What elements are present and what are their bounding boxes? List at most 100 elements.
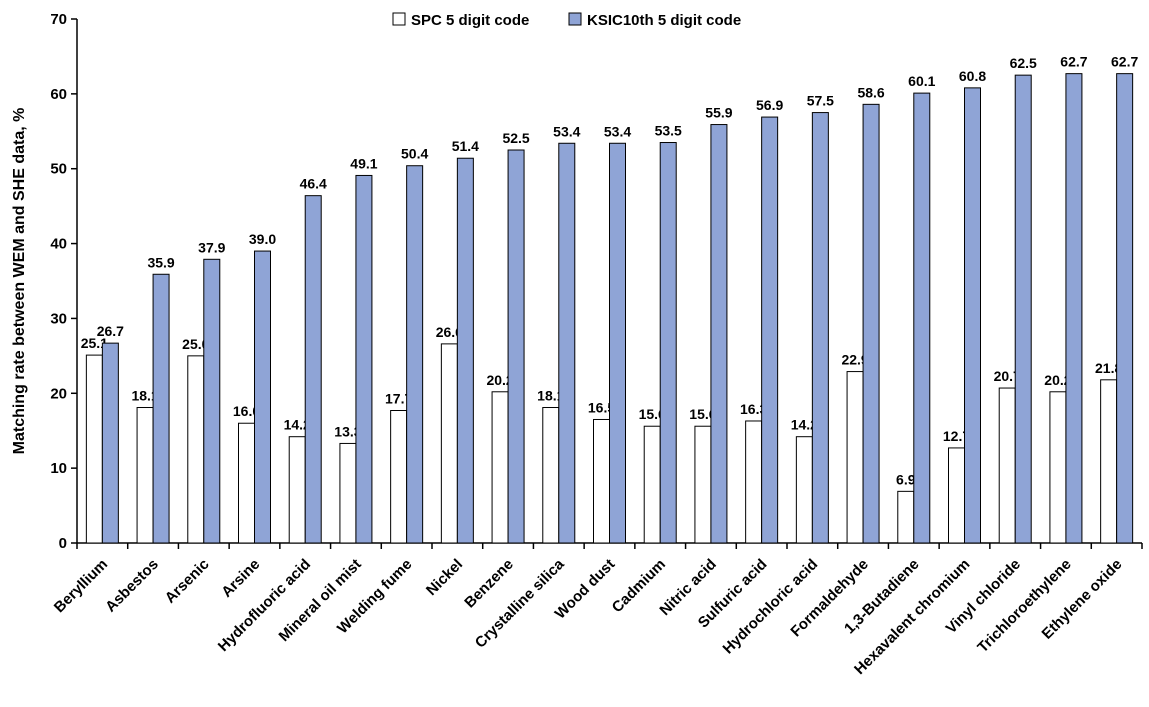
y-tick-label: 70 [50,11,67,28]
bar-ksic [203,258,221,544]
bar-spc [491,391,509,544]
bar-spc [593,418,610,544]
bar-spc [998,387,1016,544]
bar-spc [948,447,965,544]
legend: SPC 5 digit code KSIC10th 5 digit code [392,12,741,29]
data-label-spc: 21.8 [1095,360,1122,376]
bar-ksic [1014,74,1032,544]
bar-spc [85,354,103,544]
data-label-ksic: 56.9 [756,97,783,113]
data-label-ksic: 62.5 [1010,55,1037,71]
bar-ksic [355,174,373,544]
data-label-spc: 18.1 [537,388,564,404]
bar-ksic [1065,73,1083,544]
bar-spc [288,436,306,544]
category-label: Asbestos [102,556,162,616]
data-label-spc: 13.3 [334,423,361,439]
y-axis-title: Matching rate between WEM and SHE data, … [11,108,28,455]
category-label: Hydrofluoric acid [215,556,314,655]
bar-spc [795,436,813,544]
bar-spc [238,422,255,544]
category-label: Nickel [423,556,466,599]
bar-spc [846,371,864,544]
data-label-spc: 22.9 [841,352,868,368]
bar-spc [440,343,458,544]
data-label-ksic: 51.4 [452,138,479,154]
data-label-spc: 15.6 [689,406,716,422]
data-label-spc: 20.7 [994,368,1021,384]
y-tick-label: 10 [50,460,67,477]
plot-area: 0 10 20 30 40 50 60 70 25.126.7 Beryllium 18.1 35.9… [50,11,1143,678]
data-label-spc: 12.7 [943,428,970,444]
data-label-ksic: 26.7 [97,323,124,339]
bar-ksic [152,273,170,544]
data-label-spc: 16.3 [740,401,767,417]
data-label-ksic: 52.5 [502,130,529,146]
data-label-ksic: 35.9 [147,254,174,270]
data-label-spc: 20.2 [486,372,513,388]
category-label: Hydrochloric acid [720,556,822,658]
data-label-spc: 6.9 [896,471,916,487]
bar-spc [542,407,560,544]
data-label-ksic: 53.5 [655,123,682,139]
category-label: Arsenic [162,556,213,607]
bar-ksic [1116,73,1134,544]
data-label-ksic: 60.8 [959,68,986,84]
y-tick-label: 60 [50,86,67,103]
bar-spc [1100,379,1118,544]
bar-ksic [659,142,677,544]
bar-spc [643,425,661,544]
data-label-spc: 14.2 [791,417,818,433]
y-tick-label: 40 [50,236,67,253]
data-label-spc: 14.2 [284,417,311,433]
bar-ksic [406,165,424,544]
data-label-spc: 25.1 [81,335,108,351]
data-label-ksic: 37.9 [198,239,225,255]
bar-ksic [101,342,119,544]
y-tick-label: 0 [59,535,67,552]
bar-ksic [913,92,931,544]
data-label-ksic: 58.6 [857,84,884,100]
data-label-ksic: 62.7 [1060,54,1087,70]
category-label: Trichloroethylene [974,556,1074,656]
bar-ksic [964,87,981,544]
bar-ksic [456,157,474,544]
data-label-spc: 25.0 [182,336,209,352]
bar-spc [339,442,357,544]
bar-ksic [254,250,271,544]
category-label: Crystalline silica [472,555,568,651]
bar-spc [694,425,712,544]
y-tick-label: 50 [50,161,67,178]
bar-spc [1049,391,1067,544]
legend-swatch-ksic [568,12,582,26]
bar-ksic [609,142,626,544]
bar-spc [745,420,763,544]
category-label: Arsine [218,556,263,601]
y-tick-label: 20 [50,385,67,402]
data-label-ksic: 39.0 [249,231,276,247]
data-label-spc: 16.0 [233,403,260,419]
bar-ksic [862,103,880,544]
data-label-ksic: 60.1 [908,73,935,89]
data-label-ksic: 53.4 [604,123,631,139]
data-label-ksic: 55.9 [705,105,732,121]
data-label-spc: 26.6 [436,324,463,340]
bar-ksic [811,112,829,544]
bar-ksic [304,195,322,544]
bar-spc [390,410,408,544]
data-label-ksic: 49.1 [350,155,377,171]
data-label-spc: 16.5 [588,399,615,415]
category-label: Beryllium [51,556,111,616]
data-label-spc: 17.7 [385,391,412,407]
data-label-ksic: 53.4 [553,123,580,139]
data-label-ksic: 50.4 [401,146,428,162]
bar-ksic [710,124,728,544]
data-label-spc: 18.1 [131,388,158,404]
data-label-spc: 15.6 [639,406,666,422]
bar-ksic [507,149,525,544]
data-label-spc: 20.2 [1044,372,1071,388]
bar-ksic [558,142,576,544]
bar-ksic [761,116,779,544]
legend-label-spc: SPC 5 digit code [411,12,529,29]
